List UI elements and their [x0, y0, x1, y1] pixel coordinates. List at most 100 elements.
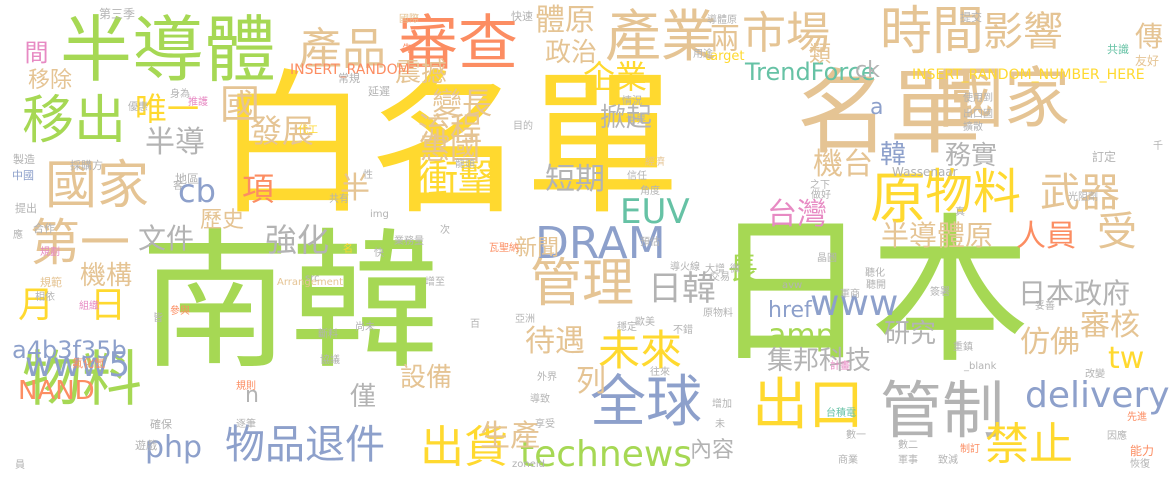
- word-150-cjk: 斷料: [318, 329, 338, 340]
- word-41-cb: cb: [178, 172, 216, 210]
- word-25-cjk: 未來: [598, 326, 683, 375]
- word-76-cjk: 掀起: [600, 103, 653, 133]
- word-81-cjk: 機構: [80, 261, 133, 291]
- word-133-cjk: 提出: [15, 202, 37, 215]
- word-97-cjk: 導體原: [707, 15, 737, 26]
- word-138-src: src: [305, 273, 320, 284]
- word-172-cjk: 增加: [712, 399, 732, 410]
- word-186-cjk: 員: [15, 460, 25, 471]
- word-7-cjk: 產業: [605, 5, 717, 70]
- word-114-cjk: 出口國: [963, 109, 993, 120]
- word-10-cjk: 出口: [752, 373, 864, 438]
- word-157-cjk: 不錯: [673, 325, 693, 336]
- word-53-cjk: 半導體原: [881, 219, 994, 252]
- word-124-cjk: 採購方: [70, 159, 103, 172]
- word-69-href: href: [768, 298, 812, 323]
- word-108-cjk: 優惠: [128, 102, 148, 113]
- word-77-cjk: 務實: [945, 141, 998, 171]
- word-130-cjk: 共有: [329, 194, 349, 205]
- word-175-cjk: 台積電: [826, 408, 856, 419]
- word-137-cjk: 預估: [640, 237, 660, 248]
- word-182-cjk: 因應: [1107, 431, 1127, 442]
- word-30-www5: www5: [25, 345, 131, 385]
- word-189-cjk: 真: [955, 207, 965, 218]
- word-72-cjk: 體原: [535, 3, 595, 38]
- word-33-www: www: [810, 283, 899, 324]
- word-78-cjk: 韓: [880, 140, 907, 170]
- word-9-cjk: 管制: [880, 374, 1005, 447]
- word-153-cjk: 亞洲: [515, 314, 535, 325]
- word-85-cjk: 間: [20, 40, 48, 64]
- word-126-cjk: 規劃: [40, 247, 60, 258]
- word-61-cjk: 列: [576, 364, 606, 399]
- word-154-cjk: 百: [470, 319, 480, 330]
- word-39-cjk: 日: [90, 285, 127, 326]
- word-102-cjk: 用途: [693, 49, 713, 60]
- word-151-cjk: 協議: [320, 355, 340, 366]
- word-173-cjk: 未: [715, 419, 725, 430]
- word-162-cjk: 重鎮: [953, 342, 973, 353]
- word-191-avw: avw: [782, 280, 803, 291]
- word-94-cjk: 第三季: [99, 7, 136, 21]
- word-92-insert-random: INSERT_RANDOM: [290, 62, 410, 78]
- word-4-cjk: 半導體: [60, 8, 277, 92]
- word-118-cjk: 經濟: [645, 157, 665, 168]
- word-3-cjk: 名單: [797, 60, 982, 167]
- word-148-cjk: 參與: [170, 306, 190, 317]
- word-70-a4b3f35b: a4b3f35b: [12, 336, 127, 364]
- word-155-cjk: 歐美: [635, 317, 655, 328]
- word-12-cjk: 國家: [45, 156, 150, 216]
- word-93-insert-random-number-here: INSERT_RANDOM_NUMBER_HERE: [912, 67, 1145, 83]
- word-199-cjk: 快: [374, 248, 384, 259]
- word-171-cjk: 享受: [535, 419, 555, 430]
- word-54-cjk: 人員: [1016, 219, 1076, 254]
- word-105-cjk: 延遲: [368, 85, 390, 98]
- word-16-cjk: 管理: [530, 254, 635, 314]
- word-180-cjk: 致減: [938, 455, 958, 466]
- word-143-cjk: 大增: [705, 264, 725, 275]
- word-134-cjk: 合作: [33, 222, 55, 235]
- word-28-cjk: 禁止: [985, 419, 1073, 470]
- word-165-cjk: 氟化氫: [72, 357, 105, 370]
- word-115-cjk: 擴散: [963, 122, 983, 133]
- word-49-cjk: 半: [340, 171, 370, 206]
- word-35-cjk: 發展: [250, 112, 315, 150]
- word-135-cjk: 業務量: [394, 236, 424, 247]
- word-125-cjk: 地區: [175, 172, 200, 186]
- word-156-cjk: 穩定: [617, 322, 637, 333]
- word-62-cjk: 生產: [480, 419, 540, 454]
- word-0-cjk: 南韓: [140, 216, 441, 390]
- word-147-cjk: 增至: [425, 277, 445, 288]
- word-34-cjk: 日韓: [648, 269, 716, 309]
- word-109-cjk: 代工: [298, 125, 318, 136]
- word-122-cjk: 做好: [811, 190, 831, 201]
- word-47-cjk: 惠國: [420, 132, 480, 167]
- word-106-cjk: 身為: [170, 89, 190, 100]
- word-96-cjk: 快速: [511, 10, 533, 23]
- word-11-cjk: 物料: [22, 345, 142, 415]
- word-59-cjk: 長: [728, 252, 758, 287]
- word-44-cjk: 國: [220, 82, 260, 128]
- word-74-cjk: 兩: [710, 22, 740, 57]
- word-42-cjk: 半導: [145, 125, 205, 160]
- word-79-cjk: 新聞: [515, 236, 560, 261]
- word-48-cjk: 短期: [545, 162, 605, 197]
- word-145-cjk: 微: [730, 264, 740, 275]
- word-119-cjk: 信任: [627, 171, 647, 182]
- word-163-blank: _blank: [964, 361, 997, 372]
- word-158-cjk: 外界: [537, 372, 557, 383]
- word-95-cjk: 國際: [399, 14, 419, 25]
- word-129-cjk: 性: [363, 170, 373, 181]
- word-56-cjk: 日本政府: [1018, 277, 1131, 310]
- word-58-cjk: 文件: [138, 222, 195, 255]
- word-113-cjk: 使用到: [963, 93, 993, 104]
- word-166-cjk: 規則: [236, 381, 256, 392]
- word-117-wassenaar: Wassenaar: [892, 165, 958, 179]
- word-26-cjk: 物品退件: [225, 422, 385, 468]
- word-174-zoneid: zoneid: [512, 459, 545, 470]
- word-200-cjk: 客: [173, 181, 183, 192]
- word-99-cjk: 共識: [1107, 43, 1129, 56]
- word-1-cjk: 日本: [710, 198, 1031, 385]
- word-132-cjk: 次: [440, 225, 450, 236]
- word-184-cjk: 恢復: [1130, 459, 1150, 470]
